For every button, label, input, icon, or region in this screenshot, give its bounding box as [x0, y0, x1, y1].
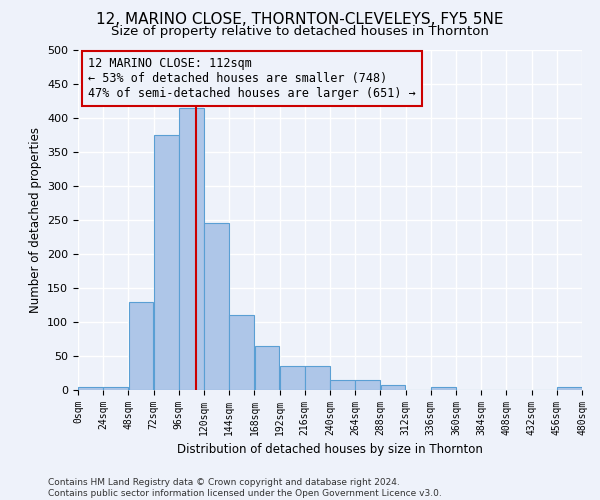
- Bar: [280, 366, 305, 390]
- Bar: [330, 380, 355, 390]
- Bar: [179, 108, 204, 390]
- Bar: [431, 386, 456, 390]
- Text: Contains HM Land Registry data © Crown copyright and database right 2024.
Contai: Contains HM Land Registry data © Crown c…: [48, 478, 442, 498]
- Bar: [557, 386, 582, 390]
- Bar: [355, 380, 380, 390]
- Text: 12 MARINO CLOSE: 112sqm
← 53% of detached houses are smaller (748)
47% of semi-d: 12 MARINO CLOSE: 112sqm ← 53% of detache…: [88, 57, 416, 100]
- X-axis label: Distribution of detached houses by size in Thornton: Distribution of detached houses by size …: [177, 444, 483, 456]
- Bar: [305, 366, 330, 390]
- Text: Size of property relative to detached houses in Thornton: Size of property relative to detached ho…: [111, 25, 489, 38]
- Bar: [380, 384, 406, 390]
- Bar: [154, 135, 179, 390]
- Bar: [103, 386, 128, 390]
- Bar: [204, 224, 229, 390]
- Y-axis label: Number of detached properties: Number of detached properties: [29, 127, 41, 313]
- Bar: [78, 386, 103, 390]
- Bar: [254, 346, 280, 390]
- Bar: [229, 315, 254, 390]
- Bar: [128, 302, 154, 390]
- Text: 12, MARINO CLOSE, THORNTON-CLEVELEYS, FY5 5NE: 12, MARINO CLOSE, THORNTON-CLEVELEYS, FY…: [96, 12, 504, 28]
